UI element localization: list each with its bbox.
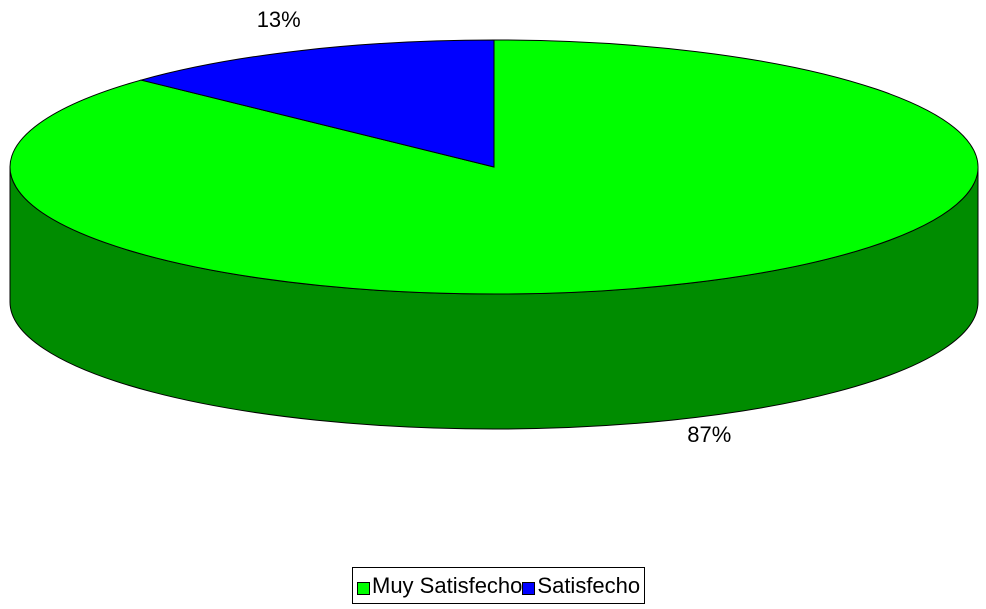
data-label: 13%: [257, 7, 301, 32]
pie-slice: [9, 39, 979, 295]
legend-label: Satisfecho: [537, 572, 641, 598]
legend-swatch: [522, 582, 536, 595]
chart: 87% 13%: [9, 7, 979, 447]
legend: Muy Satisfecho Satisfecho: [352, 567, 646, 604]
legend-item: Satisfecho: [522, 573, 640, 599]
legend-item: Muy Satisfecho: [357, 573, 522, 599]
legend-swatch: [357, 582, 370, 595]
data-label: 87%: [687, 422, 731, 447]
pie-slice: [139, 39, 495, 168]
legend-label: Muy Satisfecho: [372, 572, 523, 598]
